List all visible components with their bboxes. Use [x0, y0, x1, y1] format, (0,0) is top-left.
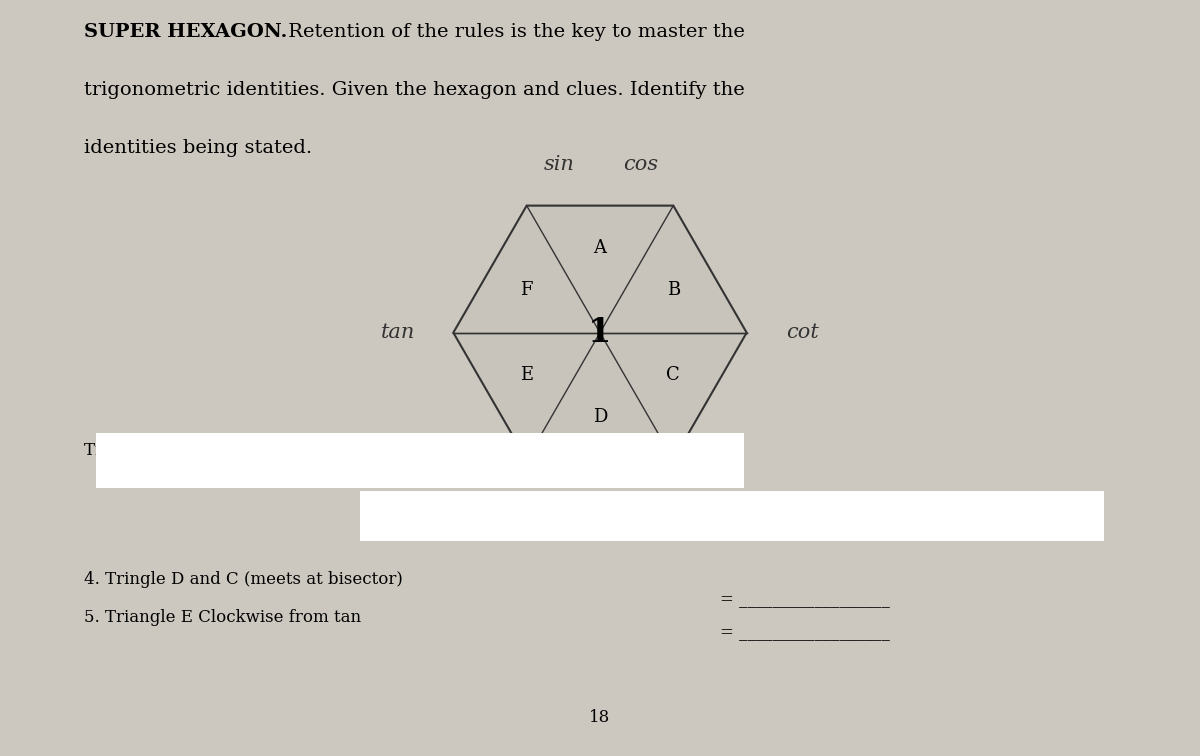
- Text: C: C: [666, 366, 680, 384]
- Text: identities being stated.: identities being stated.: [84, 139, 312, 157]
- Text: 5. Triangle E Clockwise from tan: 5. Triangle E Clockwise from tan: [84, 609, 361, 625]
- Text: 4. Tringle D and C (meets at bisector): 4. Tringle D and C (meets at bisector): [84, 571, 403, 587]
- Text: E: E: [520, 366, 533, 384]
- Text: cot: cot: [786, 323, 818, 342]
- Text: tan: tan: [380, 323, 415, 342]
- Text: sec: sec: [541, 491, 576, 510]
- Text: csc: csc: [624, 491, 658, 510]
- Text: sin: sin: [544, 155, 575, 174]
- Text: = __________________: = __________________: [720, 591, 890, 608]
- Text: Retention of the rules is the key to master the: Retention of the rules is the key to mas…: [282, 23, 745, 41]
- Text: trigonometric identities. Given the hexagon and clues. Identify the: trigonometric identities. Given the hexa…: [84, 81, 745, 99]
- Text: F: F: [521, 281, 533, 299]
- Text: D: D: [593, 408, 607, 426]
- Text: B: B: [667, 281, 680, 299]
- Text: 18: 18: [589, 709, 611, 726]
- Text: A: A: [594, 239, 606, 257]
- Text: 1: 1: [588, 316, 612, 349]
- Text: = __________________: = __________________: [720, 624, 890, 640]
- Text: cos: cos: [624, 155, 659, 174]
- Text: SUPER HEXAGON.: SUPER HEXAGON.: [84, 23, 287, 41]
- Text: Triangle A Clockwise from sin = Pythagorean Identity: Triangle A Clockwise from sin = Pythagor…: [84, 442, 539, 459]
- Polygon shape: [454, 206, 746, 460]
